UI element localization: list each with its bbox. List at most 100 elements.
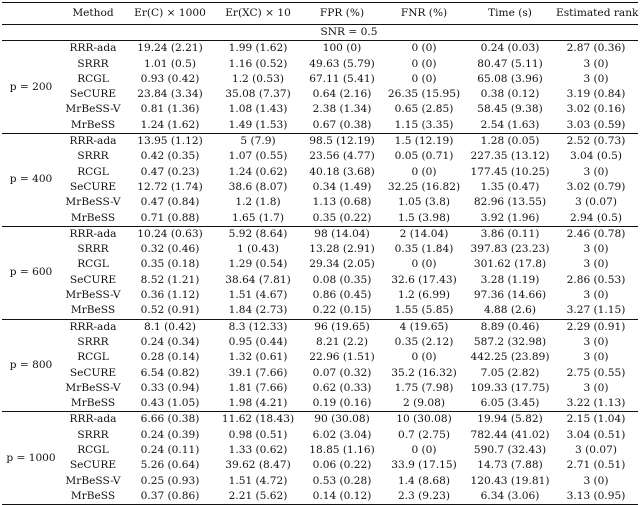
header-method: Method: [60, 2, 126, 25]
table-row: SRRR 0.24 (0.39) 0.98 (0.51) 6.02 (3.04) 0.7…: [2, 428, 638, 443]
header-fpr: FPR (%): [302, 2, 382, 25]
cell-fnr: 0.35 (1.84): [394, 243, 454, 256]
cell-rank: 2.94 (0.5): [569, 211, 623, 224]
cell-method: SeCURE: [69, 273, 117, 286]
cell-er-c: 0.47 (0.84): [140, 196, 200, 209]
cell-er-c: 0.93 (0.42): [140, 72, 200, 85]
cell-time: 1.35 (0.47): [480, 180, 540, 193]
cell-time: 1.28 (0.05): [466, 133, 554, 150]
cell-time: 177.45 (10.25): [470, 165, 550, 178]
cell-er-xc: 1.2 (0.53): [231, 72, 285, 85]
cell-time: 442.25 (23.89): [470, 351, 550, 364]
cell-fpr: 1.13 (0.68): [312, 196, 372, 209]
cell-er-xc: 1.29 (0.54): [228, 258, 288, 271]
cell-method: MrBeSS: [60, 488, 126, 505]
cell-rank: 3 (0): [583, 335, 609, 348]
cell-er-c: 1.01 (0.5): [143, 57, 197, 70]
table-row: SeCURE 23.84 (3.34) 35.08 (7.37) 0.64 (2.16…: [2, 87, 638, 102]
table-body: SNR = 0.5 p = 200 RRR-ada 19.24 (2.21) 1.99…: [2, 24, 638, 505]
cell-rank: 3.03 (0.59): [566, 118, 626, 131]
table-row: MrBeSS-V 0.47 (0.84) 1.2 (1.8) 1.13 (0.68) 1…: [2, 195, 638, 210]
cell-er-xc: 1.32 (0.61): [228, 351, 288, 364]
table-row: MrBeSS-V 0.36 (1.12) 1.51 (4.67) 0.86 (0.45…: [2, 288, 638, 303]
cell-method: SRRR: [77, 335, 109, 348]
cell-fnr: 0 (0): [411, 444, 437, 457]
cell-fpr: 90 (30.08): [302, 411, 382, 428]
cell-method: MrBeSS: [70, 118, 116, 131]
cell-fpr: 0.06 (0.22): [312, 459, 372, 472]
cell-fpr: 13.28 (2.91): [309, 243, 375, 256]
cell-fpr: 67.11 (5.41): [309, 72, 375, 85]
cell-rank: 3 (0): [583, 165, 609, 178]
cell-rank: 3.04 (0.5): [569, 150, 623, 163]
cell-er-c: 13.95 (1.12): [126, 133, 214, 150]
table-row: p = 400 RRR-ada 13.95 (1.12) 5 (7.9) 98.5 (1…: [2, 133, 638, 227]
cell-fpr: 0.53 (0.28): [312, 474, 372, 487]
cell-time: 6.05 (3.45): [480, 397, 540, 410]
cell-fpr: 0.67 (0.38): [312, 118, 372, 131]
cell-rank: 3 (0): [583, 243, 609, 256]
cell-er-c: 0.24 (0.34): [140, 335, 200, 348]
cell-fpr: 100 (0): [322, 42, 362, 55]
cell-time: 58.45 (9.38): [477, 103, 543, 116]
cell-er-c: 12.72 (1.74): [137, 180, 203, 193]
cell-rank: 3.02 (0.16): [566, 103, 626, 116]
cell-rank: 2.52 (0.73): [554, 133, 638, 150]
cell-rank: 3.19 (0.84): [566, 88, 626, 101]
cell-method: RRR-ada: [69, 42, 117, 55]
cell-er-c: 0.42 (0.35): [140, 150, 200, 163]
cell-er-c: 10.24 (0.63): [126, 225, 214, 243]
cell-method: RCGL: [77, 444, 109, 457]
header-fnr: FNR (%): [382, 2, 466, 25]
cell-fpr: 0.14 (0.12): [302, 488, 382, 505]
cell-er-c: 0.36 (1.12): [140, 289, 200, 302]
snr-blank: [2, 24, 60, 42]
cell-time: 0.24 (0.03): [480, 42, 540, 55]
table-row: p = 200 RRR-ada 19.24 (2.21) 1.99 (1.62) 100…: [2, 41, 638, 92]
cell-fnr: 0 (0): [411, 42, 437, 55]
cell-fnr: 26.35 (15.95): [387, 88, 461, 101]
cell-er-xc: 1.65 (1.7): [231, 211, 285, 224]
cell-rank: 2.71 (0.51): [566, 459, 626, 472]
cell-time: 97.36 (14.66): [473, 289, 547, 302]
cell-method: MrBeSS-V: [65, 103, 121, 116]
cell-fnr: 0 (0): [411, 57, 437, 70]
cell-time: 14.73 (7.88): [477, 459, 543, 472]
cell-er-xc: 38.64 (7.81): [225, 273, 291, 286]
cell-rank: 3 (0): [583, 381, 609, 394]
cell-time: 4.88 (2.6): [483, 304, 537, 317]
cell-method: MrBeSS: [70, 304, 116, 317]
table-row: RCGL 0.28 (0.14) 1.32 (0.61) 22.96 (1.51) 0 …: [2, 350, 638, 365]
cell-er-c: 1.24 (1.62): [140, 118, 200, 131]
cell-fpr: 40.18 (3.68): [309, 165, 375, 178]
cell-fnr: 1.2 (6.99): [397, 289, 451, 302]
cell-fpr: 0.34 (1.49): [312, 180, 372, 193]
cell-rank: 2.86 (0.53): [566, 273, 626, 286]
cell-er-xc: 0.95 (0.44): [228, 335, 288, 348]
cell-fnr: 0.7 (2.75): [397, 428, 451, 441]
cell-er-xc: 1 (0.43): [237, 243, 279, 256]
cell-time: 3.92 (1.96): [480, 211, 540, 224]
cell-fpr: 22.96 (1.51): [309, 351, 375, 364]
cell-time: 3.86 (0.11): [466, 225, 554, 243]
cell-method: SeCURE: [69, 366, 117, 379]
cell-er-xc: 0.98 (0.51): [228, 428, 288, 441]
cell-time: 82.96 (13.55): [473, 196, 547, 209]
cell-fnr: 33.9 (17.15): [391, 459, 457, 472]
cell-er-c: 0.43 (1.05): [140, 397, 200, 410]
cell-rank: 3.02 (0.79): [566, 180, 626, 193]
cell-time: 65.08 (3.96): [477, 72, 543, 85]
cell-fpr: 0.22 (0.15): [312, 304, 372, 317]
cell-er-c: 0.25 (0.93): [140, 474, 200, 487]
cell-fnr: 2 (9.08): [403, 397, 445, 410]
cell-fpr: 2.38 (1.34): [312, 103, 372, 116]
cell-er-c: 19.24 (2.21): [137, 42, 203, 55]
cell-method: MrBeSS-V: [65, 474, 121, 487]
cell-er-c: 23.84 (3.34): [137, 88, 203, 101]
cell-er-c: 0.24 (0.39): [140, 428, 200, 441]
cell-rank: 3 (0): [583, 72, 609, 85]
cell-time: 120.43 (19.81): [470, 474, 550, 487]
cell-er-xc: 39.1 (7.66): [228, 366, 288, 379]
cell-er-xc: 1.98 (4.21): [228, 397, 288, 410]
